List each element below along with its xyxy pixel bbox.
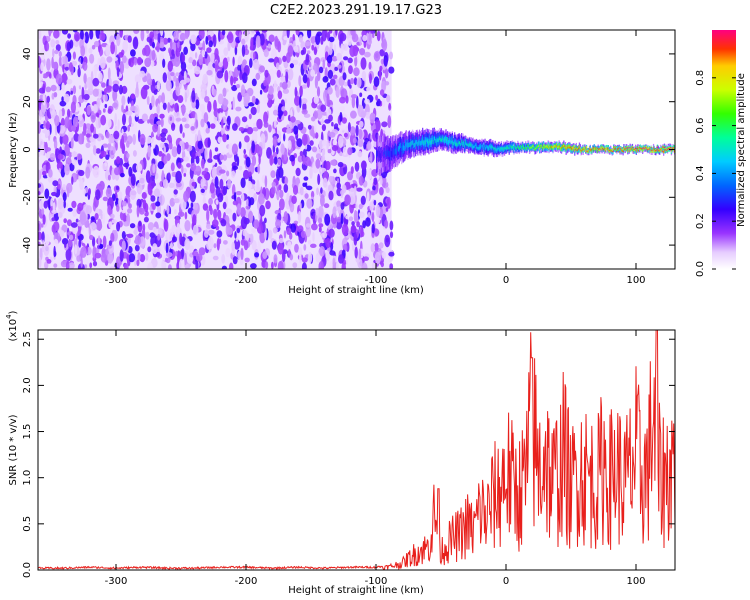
snr-scale-exponent: 4 bbox=[5, 314, 13, 319]
snr-x-tick-label: 100 bbox=[626, 576, 645, 587]
spectrogram-y-tick-label: -20 bbox=[22, 189, 33, 205]
spectrogram-x-label: Height of straight line (km) bbox=[288, 285, 424, 296]
colorbar-gradient bbox=[712, 30, 736, 269]
colorbar-tick-label: 0.6 bbox=[695, 118, 706, 134]
colorbar-tick-label: 0.4 bbox=[695, 165, 706, 181]
snr-x-label: Height of straight line (km) bbox=[288, 585, 424, 596]
snr-x-tick-label: 0 bbox=[503, 576, 509, 587]
spectrogram-y-tick-label: 0 bbox=[22, 146, 33, 152]
snr-panel: -300 -200 -100 0 100 0.0 0.5 1.0 1.5 2.0 2.5 Heig… bbox=[5, 310, 676, 596]
colorbar-ticks: 0.0 0.2 0.4 0.6 0.8 bbox=[695, 70, 736, 277]
snr-y-ticks: 0.0 0.5 1.0 1.5 2.0 2.5 bbox=[22, 331, 675, 578]
spectrogram-x-tick-label: -300 bbox=[105, 275, 128, 286]
snr-y-tick-label: 0.5 bbox=[22, 516, 33, 532]
snr-y-tick-label: 1.5 bbox=[22, 424, 33, 440]
colorbar-tick-label: 0.2 bbox=[695, 213, 706, 229]
spectrogram-x-ticks: -300 -200 -100 0 100 bbox=[105, 30, 646, 286]
snr-frame bbox=[37, 329, 676, 571]
snr-y-tick-label: 0.0 bbox=[22, 562, 33, 578]
snr-y-label: SNR (10 * v/v) bbox=[8, 414, 19, 485]
snr-x-ticks: -300 -200 -100 0 100 bbox=[105, 330, 646, 587]
spectrogram-y-tick-label: 40 bbox=[22, 48, 33, 61]
spectrogram-noise-region bbox=[38, 30, 395, 269]
spectrogram-x-tick-label: 0 bbox=[503, 275, 509, 286]
figure-title: C2E2.2023.291.19.17.G23 bbox=[270, 3, 442, 18]
spectrogram-y-label: Frequency (Hz) bbox=[8, 112, 19, 188]
colorbar-tick-label: 0.0 bbox=[695, 261, 706, 277]
spectrogram-y-ticks: -40 -20 0 20 40 bbox=[22, 48, 675, 253]
spectrogram-x-tick-label: -100 bbox=[365, 275, 388, 286]
colorbar-tick-label: 0.8 bbox=[695, 70, 706, 86]
spectrogram-x-tick-label: -200 bbox=[235, 275, 258, 286]
snr-y-tick-label: 1.0 bbox=[22, 470, 33, 486]
spectrogram-y-tick-label: 20 bbox=[22, 95, 33, 108]
spectrogram-signal-trace bbox=[376, 127, 675, 174]
snr-scale-label: (x104) bbox=[5, 310, 19, 341]
snr-y-tick-label: 2.5 bbox=[22, 331, 33, 347]
snr-x-tick-label: -100 bbox=[365, 576, 388, 587]
snr-scale-prefix: (x10 bbox=[8, 319, 19, 342]
spectrogram-x-tick-label: 100 bbox=[626, 275, 645, 286]
colorbar-label: Normalized spectral amplitude bbox=[736, 73, 747, 227]
snr-x-tick-label: -200 bbox=[235, 576, 258, 587]
spectrogram-y-tick-label: -40 bbox=[22, 237, 33, 253]
svg-text:(x104): (x104) bbox=[5, 310, 19, 341]
snr-y-tick-label: 2.0 bbox=[22, 377, 33, 393]
snr-series-line bbox=[38, 330, 675, 570]
colorbar: 0.0 0.2 0.4 0.6 0.8 Normalized spectral ampl… bbox=[695, 30, 747, 277]
snr-x-tick-label: -300 bbox=[105, 576, 128, 587]
